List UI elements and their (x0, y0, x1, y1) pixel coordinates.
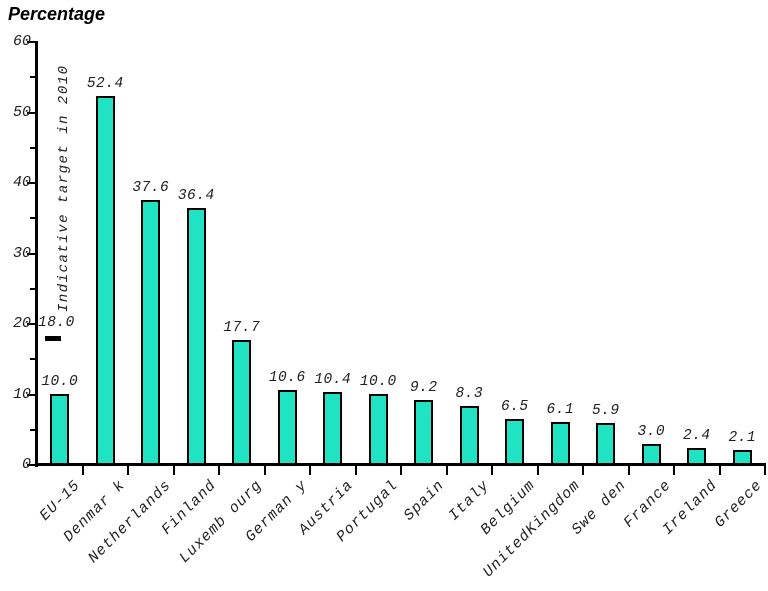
x-boundary-tick (127, 466, 129, 475)
bar (50, 394, 70, 465)
bar-value-label: 10.6 (268, 370, 306, 386)
x-boundary-tick (354, 466, 357, 475)
x-boundary-tick (718, 466, 721, 475)
x-boundary-tick (536, 466, 539, 475)
bar-value-label: 6.1 (546, 402, 575, 418)
category-label: Greece (711, 477, 767, 532)
x-boundary-tick (491, 466, 493, 475)
y-major-tick (27, 323, 35, 325)
y-tick-label: 60 (12, 33, 31, 50)
bar (277, 390, 297, 465)
x-boundary-tick (172, 466, 175, 475)
bar (641, 444, 661, 465)
x-boundary-tick (81, 466, 84, 475)
x-boundary-tick (445, 466, 448, 475)
bar (323, 392, 343, 465)
y-minor-tick (30, 146, 35, 149)
bar-value-label: 10.4 (314, 372, 352, 388)
bar (414, 400, 434, 465)
y-axis-line (35, 41, 38, 467)
x-axis-line (35, 463, 766, 466)
x-boundary-tick (400, 466, 402, 475)
bar-value-label: 2.4 (682, 428, 711, 444)
y-major-tick (27, 111, 35, 114)
x-boundary-tick (627, 466, 630, 475)
bar (459, 406, 479, 465)
y-major-tick (27, 464, 35, 466)
bar-value-label: 52.4 (86, 76, 124, 92)
bar-value-label: 17.7 (223, 320, 261, 336)
y-tick-label: 40 (12, 174, 31, 191)
bar-value-label: 36.4 (177, 188, 215, 204)
bar-value-label: 37.6 (132, 180, 170, 196)
y-major-tick (27, 41, 35, 43)
x-boundary-tick (582, 466, 584, 475)
bar (368, 394, 388, 465)
x-boundary-tick (218, 466, 220, 475)
y-minor-tick (30, 217, 35, 220)
bar-value-label: 8.3 (455, 386, 484, 402)
indicative-target-marker (44, 335, 61, 341)
bar-value-label: 10.0 (41, 374, 79, 390)
x-boundary-tick (673, 466, 675, 475)
x-boundary-tick (309, 466, 311, 475)
y-minor-tick (30, 428, 35, 431)
indicative-target-label: Indicative target in 2010 (56, 64, 72, 312)
bar (505, 419, 525, 465)
bar-value-label: 6.5 (500, 399, 529, 415)
bar (596, 423, 616, 465)
y-tick-label: 30 (12, 244, 31, 262)
bar (141, 200, 161, 465)
bar-value-label: 2.1 (728, 430, 757, 446)
y-tick-label: 0 (21, 456, 31, 473)
x-boundary-tick (764, 466, 766, 475)
bar (186, 208, 206, 465)
bar (732, 450, 752, 465)
bar (687, 448, 707, 465)
y-major-tick (27, 252, 35, 255)
y-tick-label: 20 (12, 315, 31, 332)
indicative-target-value: 18.0 (38, 315, 75, 331)
bar-value-label: 10.0 (359, 374, 397, 390)
chart-title: Percentage (8, 4, 106, 24)
y-minor-tick (30, 358, 35, 361)
x-boundary-tick (263, 466, 266, 475)
category-label: Spain (400, 477, 448, 525)
bar (550, 422, 570, 465)
bar-value-label: 3.0 (637, 424, 666, 440)
y-minor-tick (30, 76, 35, 79)
bar-value-label: 5.9 (591, 403, 620, 419)
bar-value-label: 9.2 (409, 380, 438, 396)
y-major-tick (27, 182, 35, 184)
y-tick-label: 50 (12, 103, 31, 121)
y-tick-label: 10 (12, 385, 31, 403)
y-minor-tick (30, 287, 35, 290)
bar (95, 96, 115, 465)
y-major-tick (27, 393, 35, 396)
bar (232, 340, 252, 465)
